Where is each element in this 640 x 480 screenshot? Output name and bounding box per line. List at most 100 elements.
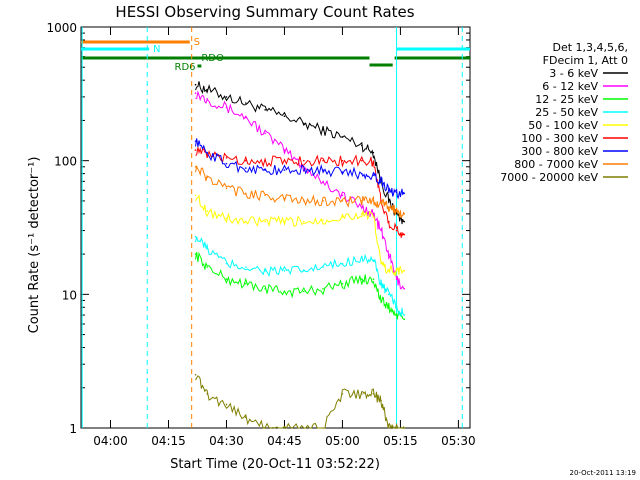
flag-label: RDO [201,53,224,64]
data-point [225,96,228,98]
data-point [206,247,208,250]
data-point [403,192,406,195]
data-point [341,393,344,395]
data-point [194,235,197,238]
data-point [322,219,324,221]
legend-label: 6 - 12 keV [542,80,598,93]
data-point [372,278,375,280]
data-point [372,216,375,218]
data-point [194,165,197,168]
x-tick-label: 05:30 [441,434,476,448]
data-point [225,278,228,280]
series-7000-20000-kev [194,374,406,430]
series-300-800-kev [194,138,406,200]
legend-label: 100 - 300 keV [521,132,598,145]
data-point [302,290,305,293]
data-point [194,374,197,376]
legend-label: 300 - 800 keV [521,145,598,158]
data-point [388,200,390,202]
data-point [283,169,286,171]
data-point [283,197,286,200]
data-point [322,159,324,162]
data-point [388,189,390,192]
data-point [225,217,228,220]
data-point [194,253,197,255]
data-point [395,210,398,212]
legend-label: 25 - 50 keV [535,106,598,119]
data-point [302,427,305,429]
x-tick-label: 04:30 [209,434,244,448]
series-line [195,251,405,320]
series-line [195,194,405,277]
legend-label: 50 - 100 keV [528,119,598,132]
y-axis-label: Count Rate (s⁻¹ detector⁻¹) [27,157,42,334]
data-point [206,151,208,154]
data-point [322,427,324,429]
data-point [372,151,375,154]
data-point [194,194,197,197]
data-point [360,213,363,215]
data-point [264,132,266,135]
data-point [322,180,324,183]
legend-label: 3 - 6 keV [549,67,598,80]
data-point [302,200,305,202]
data-point [283,115,286,118]
data-point [380,180,382,183]
data-point [341,171,344,173]
data-point [341,262,344,265]
data-point [283,427,286,429]
x-tick-label: 04:00 [93,434,128,448]
series-25-50-kev [194,235,406,317]
y-tick-label: 1 [69,422,77,436]
series-line [195,236,405,317]
data-point [302,159,305,162]
data-point [302,169,305,171]
timestamp: 20-Oct-2011 13:19 [570,469,636,477]
data-point [264,169,266,171]
data-point [225,262,228,265]
series-line [195,81,405,225]
series-line [195,164,405,219]
data-point [360,393,363,395]
data-point [380,202,382,205]
data-point [403,233,406,236]
data-point [244,266,247,268]
series-line [195,146,405,238]
data-point [395,306,398,309]
data-point [388,220,390,223]
data-point [360,200,363,202]
data-point [341,200,344,202]
data-point [225,403,228,406]
data-point [322,129,324,131]
data-point [206,98,208,100]
data-point [380,282,382,285]
data-point [244,116,247,119]
data-point [380,229,382,232]
data-point [194,92,197,94]
data-point [372,393,375,395]
data-point [244,282,247,285]
data-point [388,206,390,208]
data-point [244,220,247,223]
data-point [360,159,363,162]
data-point [244,416,247,419]
series-50-100-kev [194,194,406,277]
flag-label: S [194,37,200,48]
data-point [206,266,208,268]
data-point [225,157,228,159]
data-point [360,278,363,280]
data-point [341,216,344,218]
data-point [206,393,208,395]
data-point [302,220,305,223]
data-point [360,206,363,208]
data-point [380,262,382,265]
data-point [403,213,406,215]
data-point [380,399,382,402]
data-point [403,314,406,316]
data-point [403,427,406,429]
series-6-12-kev [194,90,406,290]
data-point [264,220,266,223]
data-point [395,314,398,316]
data-point [302,269,305,272]
data-point [244,192,247,195]
